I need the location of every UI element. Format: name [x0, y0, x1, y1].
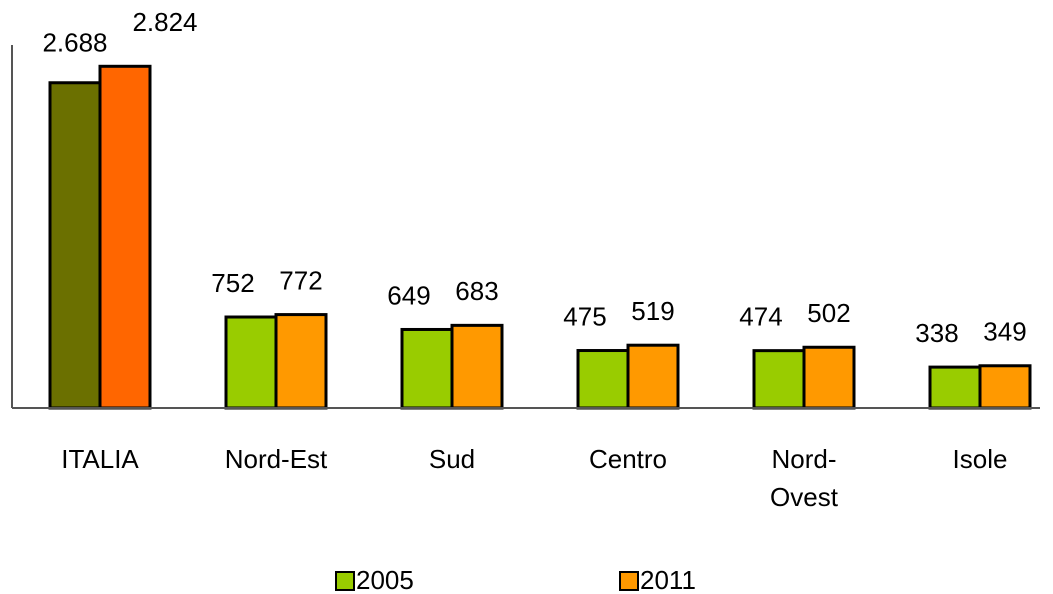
legend-label: 2005: [356, 565, 414, 594]
value-label: 683: [455, 276, 498, 306]
bar: [978, 364, 1032, 410]
x-tick-label: Centro: [588, 444, 668, 474]
value-label: 474: [739, 302, 782, 332]
bar: [450, 323, 504, 410]
x-tick-label: Nord- Ovest: [770, 444, 838, 512]
bar: [802, 345, 856, 410]
value-label: 338: [915, 318, 958, 348]
x-tick-label: Nord-Est: [224, 444, 328, 474]
value-label: 2.824: [132, 7, 197, 37]
value-label: 349: [983, 317, 1026, 347]
bar: [928, 365, 982, 410]
value-label: 752: [211, 268, 254, 298]
bar: [274, 313, 328, 410]
bar: [400, 327, 454, 410]
bar: [224, 315, 278, 410]
value-label: 772: [279, 265, 322, 295]
x-tick-label: Isole: [952, 444, 1008, 474]
legend-swatch: [335, 571, 355, 591]
bar: [626, 343, 680, 410]
value-label: 475: [563, 301, 606, 331]
legend-swatch: [619, 571, 639, 591]
bar: [576, 349, 630, 410]
legend-label: 2011: [640, 565, 696, 594]
bar: [98, 64, 152, 410]
value-label: 2.688: [42, 28, 107, 58]
value-label: 502: [807, 298, 850, 328]
value-label: 519: [631, 296, 674, 326]
value-label: 649: [387, 280, 430, 310]
bar: [752, 349, 806, 410]
x-tick-label: Sud: [428, 444, 476, 474]
x-tick-label: ITALIA: [61, 444, 139, 474]
bar: [48, 81, 102, 410]
